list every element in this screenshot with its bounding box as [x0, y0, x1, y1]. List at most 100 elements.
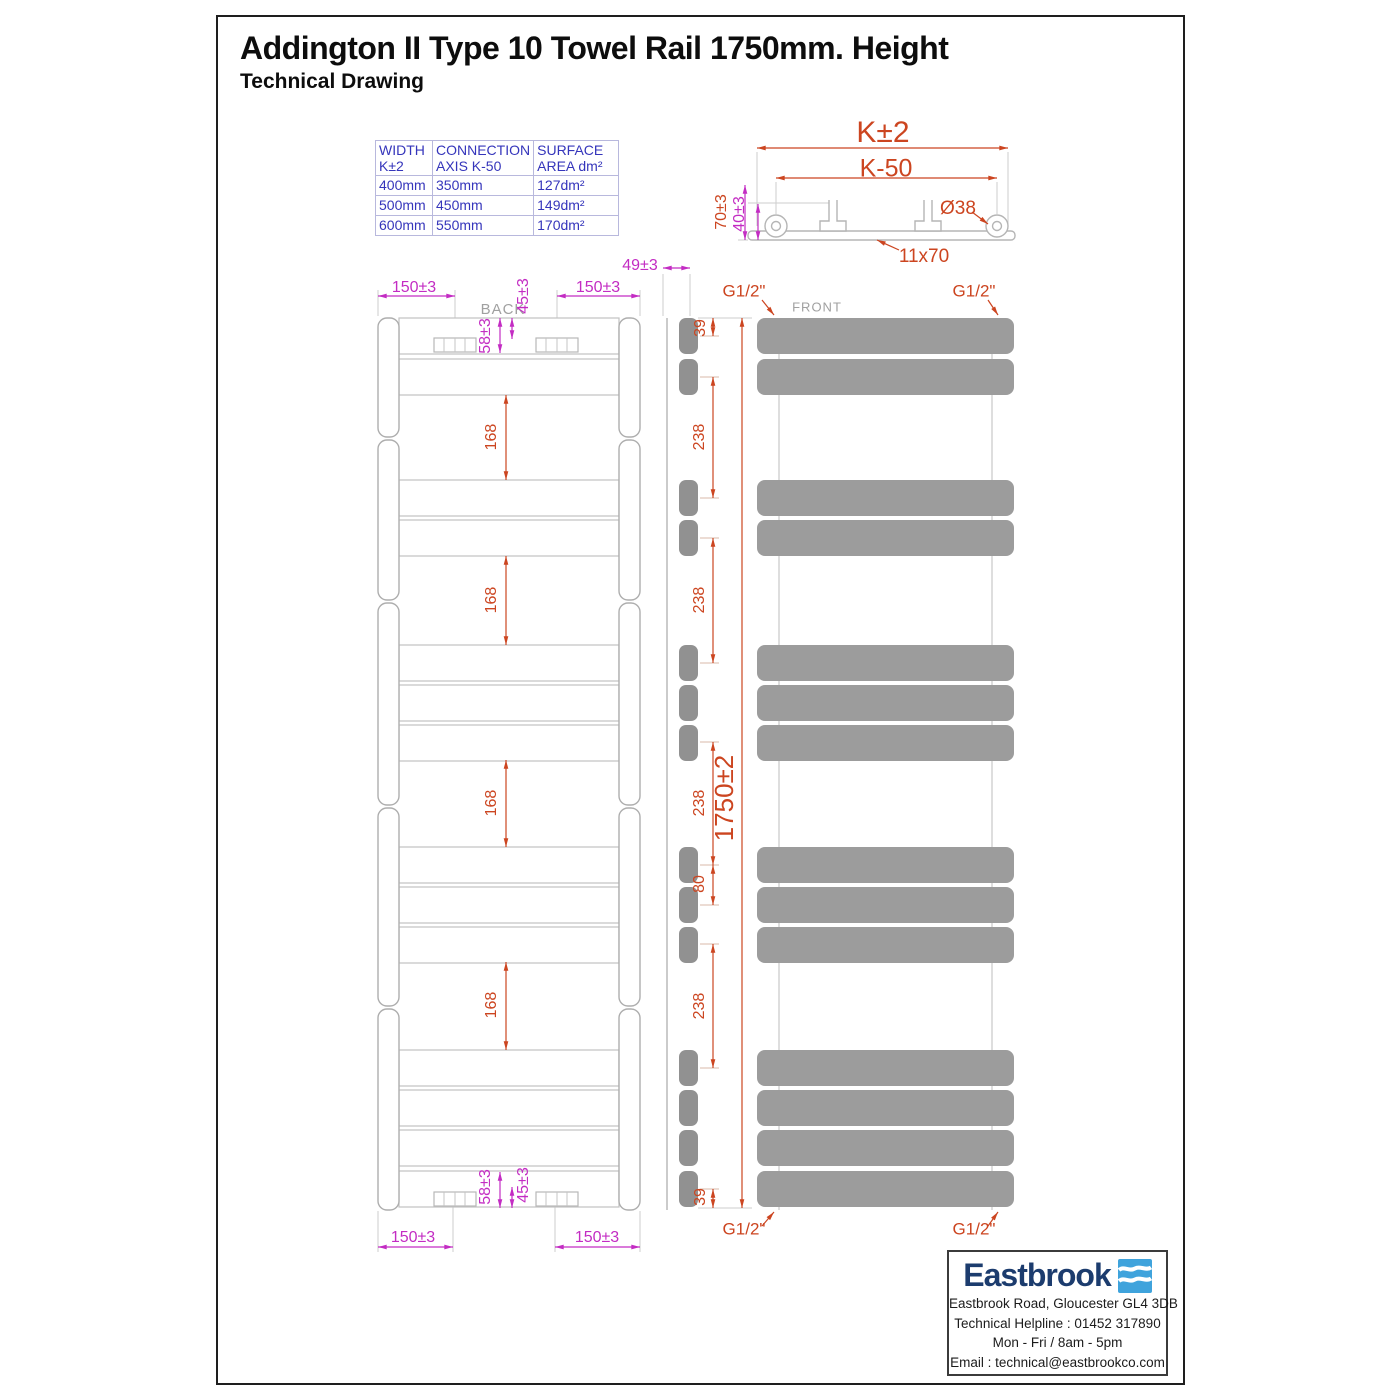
arrowhead: [739, 1199, 745, 1208]
spec-table: WIDTH K±2 CONNECTION AXIS K-50 SURFACE A…: [375, 140, 620, 236]
dim-overall-width-label: K±2: [856, 116, 909, 149]
back-tube-outline: [398, 519, 620, 557]
arrowhead: [509, 318, 515, 327]
spec-header-line: AXIS K-50: [436, 158, 502, 174]
back-tube-outline: [398, 1170, 620, 1208]
side-tube-section: [679, 359, 698, 395]
page-title: Addington II Type 10 Towel Rail 1750mm. …: [240, 30, 949, 66]
arrowhead: [497, 344, 503, 353]
arrowhead: [444, 1244, 453, 1250]
spec-row: 500mm 450mm 149dm²: [375, 195, 620, 216]
arrowhead: [739, 318, 745, 327]
dim-pitch-80: 80: [691, 875, 708, 893]
spec-header-line: SURFACE: [537, 142, 604, 158]
spec-cell: 600mm: [375, 215, 433, 236]
spec-header-width: WIDTH K±2: [375, 140, 433, 176]
dim-end-39-top: 39: [692, 319, 709, 337]
back-tube-outline: [398, 644, 620, 682]
arrowhead: [991, 306, 998, 315]
side-tube-section: [679, 847, 698, 883]
front-tube-bar: [757, 645, 1014, 681]
dim-axis-distance-label: K-50: [860, 155, 913, 183]
top-view-rail-bar: [747, 230, 1016, 241]
back-tube-outline: [398, 886, 620, 924]
top-view-bracket: [819, 200, 847, 232]
back-collector-segment: [618, 602, 641, 806]
spec-cell: 450mm: [431, 195, 535, 216]
back-tube-outline: [398, 724, 620, 762]
arrowhead: [877, 240, 886, 246]
spec-cell: 400mm: [375, 175, 433, 196]
brand-logo-text: Eastbrook: [963, 1257, 1111, 1293]
dim-gap-238: 238: [691, 424, 708, 451]
spec-cell: 350mm: [431, 175, 535, 196]
back-view-label: BACK: [481, 301, 526, 318]
dim-bracket-150-bottom-right: 150±3: [575, 1229, 619, 1246]
connection-g12-bottom-right: G1/2": [953, 1219, 996, 1238]
back-tube-outline: [398, 1129, 620, 1167]
back-collector-segment: [618, 317, 641, 438]
dim-total-height-1750: 1750±2: [709, 755, 739, 842]
front-tube-bar: [757, 1171, 1014, 1207]
back-collector-segment: [618, 439, 641, 601]
arrowhead: [710, 944, 716, 953]
arrowhead: [710, 318, 716, 327]
dim-depth-49: 49±3: [622, 257, 658, 274]
side-tube-section: [679, 480, 698, 516]
side-tube-section: [679, 645, 698, 681]
dimension-lines: [378, 145, 1008, 1250]
back-collector-segment: [377, 807, 400, 1007]
arrowhead: [710, 377, 716, 386]
front-tube-bar: [757, 520, 1014, 556]
dim-58-top: 58±3: [477, 318, 494, 354]
arrowhead: [710, 654, 716, 663]
back-collector-segment: [377, 602, 400, 806]
side-tube-section: [679, 1130, 698, 1166]
footer-address: Eastbrook Road, Gloucester GL4 3DB: [949, 1296, 1178, 1311]
front-tube-bar: [757, 847, 1014, 883]
dim-tube-profile-label: 11x70: [899, 246, 949, 267]
arrowhead: [979, 216, 988, 224]
front-tube-bar: [757, 725, 1014, 761]
arrowhead: [503, 556, 509, 565]
arrowhead: [446, 293, 455, 299]
back-collector-segment: [618, 807, 641, 1007]
front-tube-bar: [757, 359, 1014, 395]
arrowhead: [663, 265, 672, 271]
dim-gap-238: 238: [691, 587, 708, 614]
eastbrook-waves-icon: [1117, 1258, 1152, 1293]
dim-gap-168: 168: [483, 424, 500, 451]
arrowhead: [503, 962, 509, 971]
arrowhead: [710, 538, 716, 547]
spec-cell: 149dm²: [533, 195, 620, 216]
arrowhead: [710, 856, 716, 865]
arrowhead: [681, 265, 690, 271]
arrowhead: [509, 1187, 515, 1196]
footer-box: Eastbrook Eastbrook Road, Gloucester GL4…: [947, 1250, 1178, 1376]
arrowhead: [710, 489, 716, 498]
arrowhead: [776, 175, 785, 181]
back-collector-segment: [377, 1008, 400, 1211]
arrowhead: [503, 636, 509, 645]
side-tube-section: [679, 520, 698, 556]
brackets-overlay: [433, 337, 579, 1207]
dim-diameter-label: Ø38: [940, 198, 976, 219]
spec-header-line: CONNECTION: [436, 142, 531, 158]
arrowhead: [999, 145, 1008, 151]
footer-helpline: Technical Helpline : 01452 317890: [954, 1315, 1161, 1331]
dim-depth-70-label: 70±3: [713, 194, 730, 230]
side-tube-section: [679, 887, 698, 923]
spec-row: 400mm 350mm 127dm²: [375, 175, 620, 196]
back-collector-segment: [377, 317, 400, 438]
spec-cell: 170dm²: [533, 215, 620, 236]
spec-header-line: WIDTH: [379, 142, 425, 158]
spec-row: 600mm 550mm 170dm²: [375, 215, 620, 236]
arrowhead: [742, 185, 748, 194]
dim-45-bottom: 45±3: [515, 1167, 532, 1203]
front-tube-bar: [757, 318, 1014, 354]
arrowhead: [503, 1041, 509, 1050]
dim-gap-168: 168: [483, 992, 500, 1019]
dim-bracket-150-top-right: 150±3: [576, 279, 620, 296]
